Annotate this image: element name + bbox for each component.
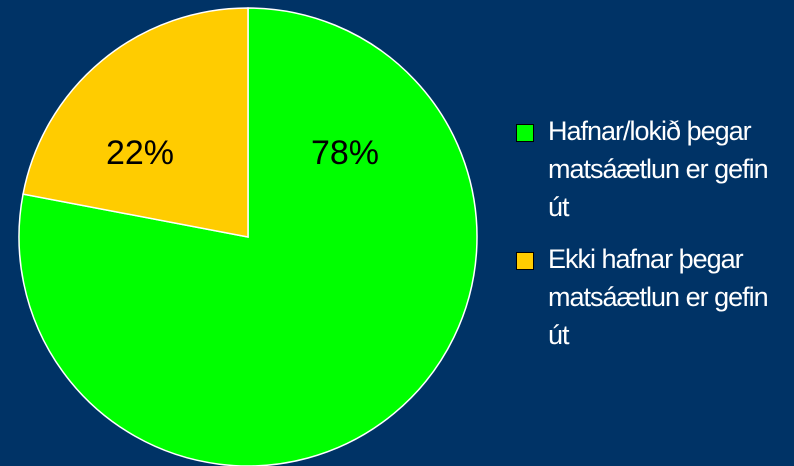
legend-item: Hafnar/lokið þegar matsáætlun er gefin ú… xyxy=(516,112,776,226)
legend-label: Ekki hafnar þegar matsáætlun er gefin út xyxy=(548,244,769,350)
data-label: 22% xyxy=(106,134,174,172)
pie-slice xyxy=(22,7,249,238)
legend-item: Ekki hafnar þegar matsáætlun er gefin út xyxy=(516,240,776,354)
data-label: 78% xyxy=(311,134,379,172)
legend: Hafnar/lokið þegar matsáætlun er gefin ú… xyxy=(516,112,776,368)
legend-label: Hafnar/lokið þegar matsáætlun er gefin ú… xyxy=(548,116,769,222)
legend-swatch xyxy=(516,252,534,270)
legend-swatch xyxy=(516,124,534,142)
